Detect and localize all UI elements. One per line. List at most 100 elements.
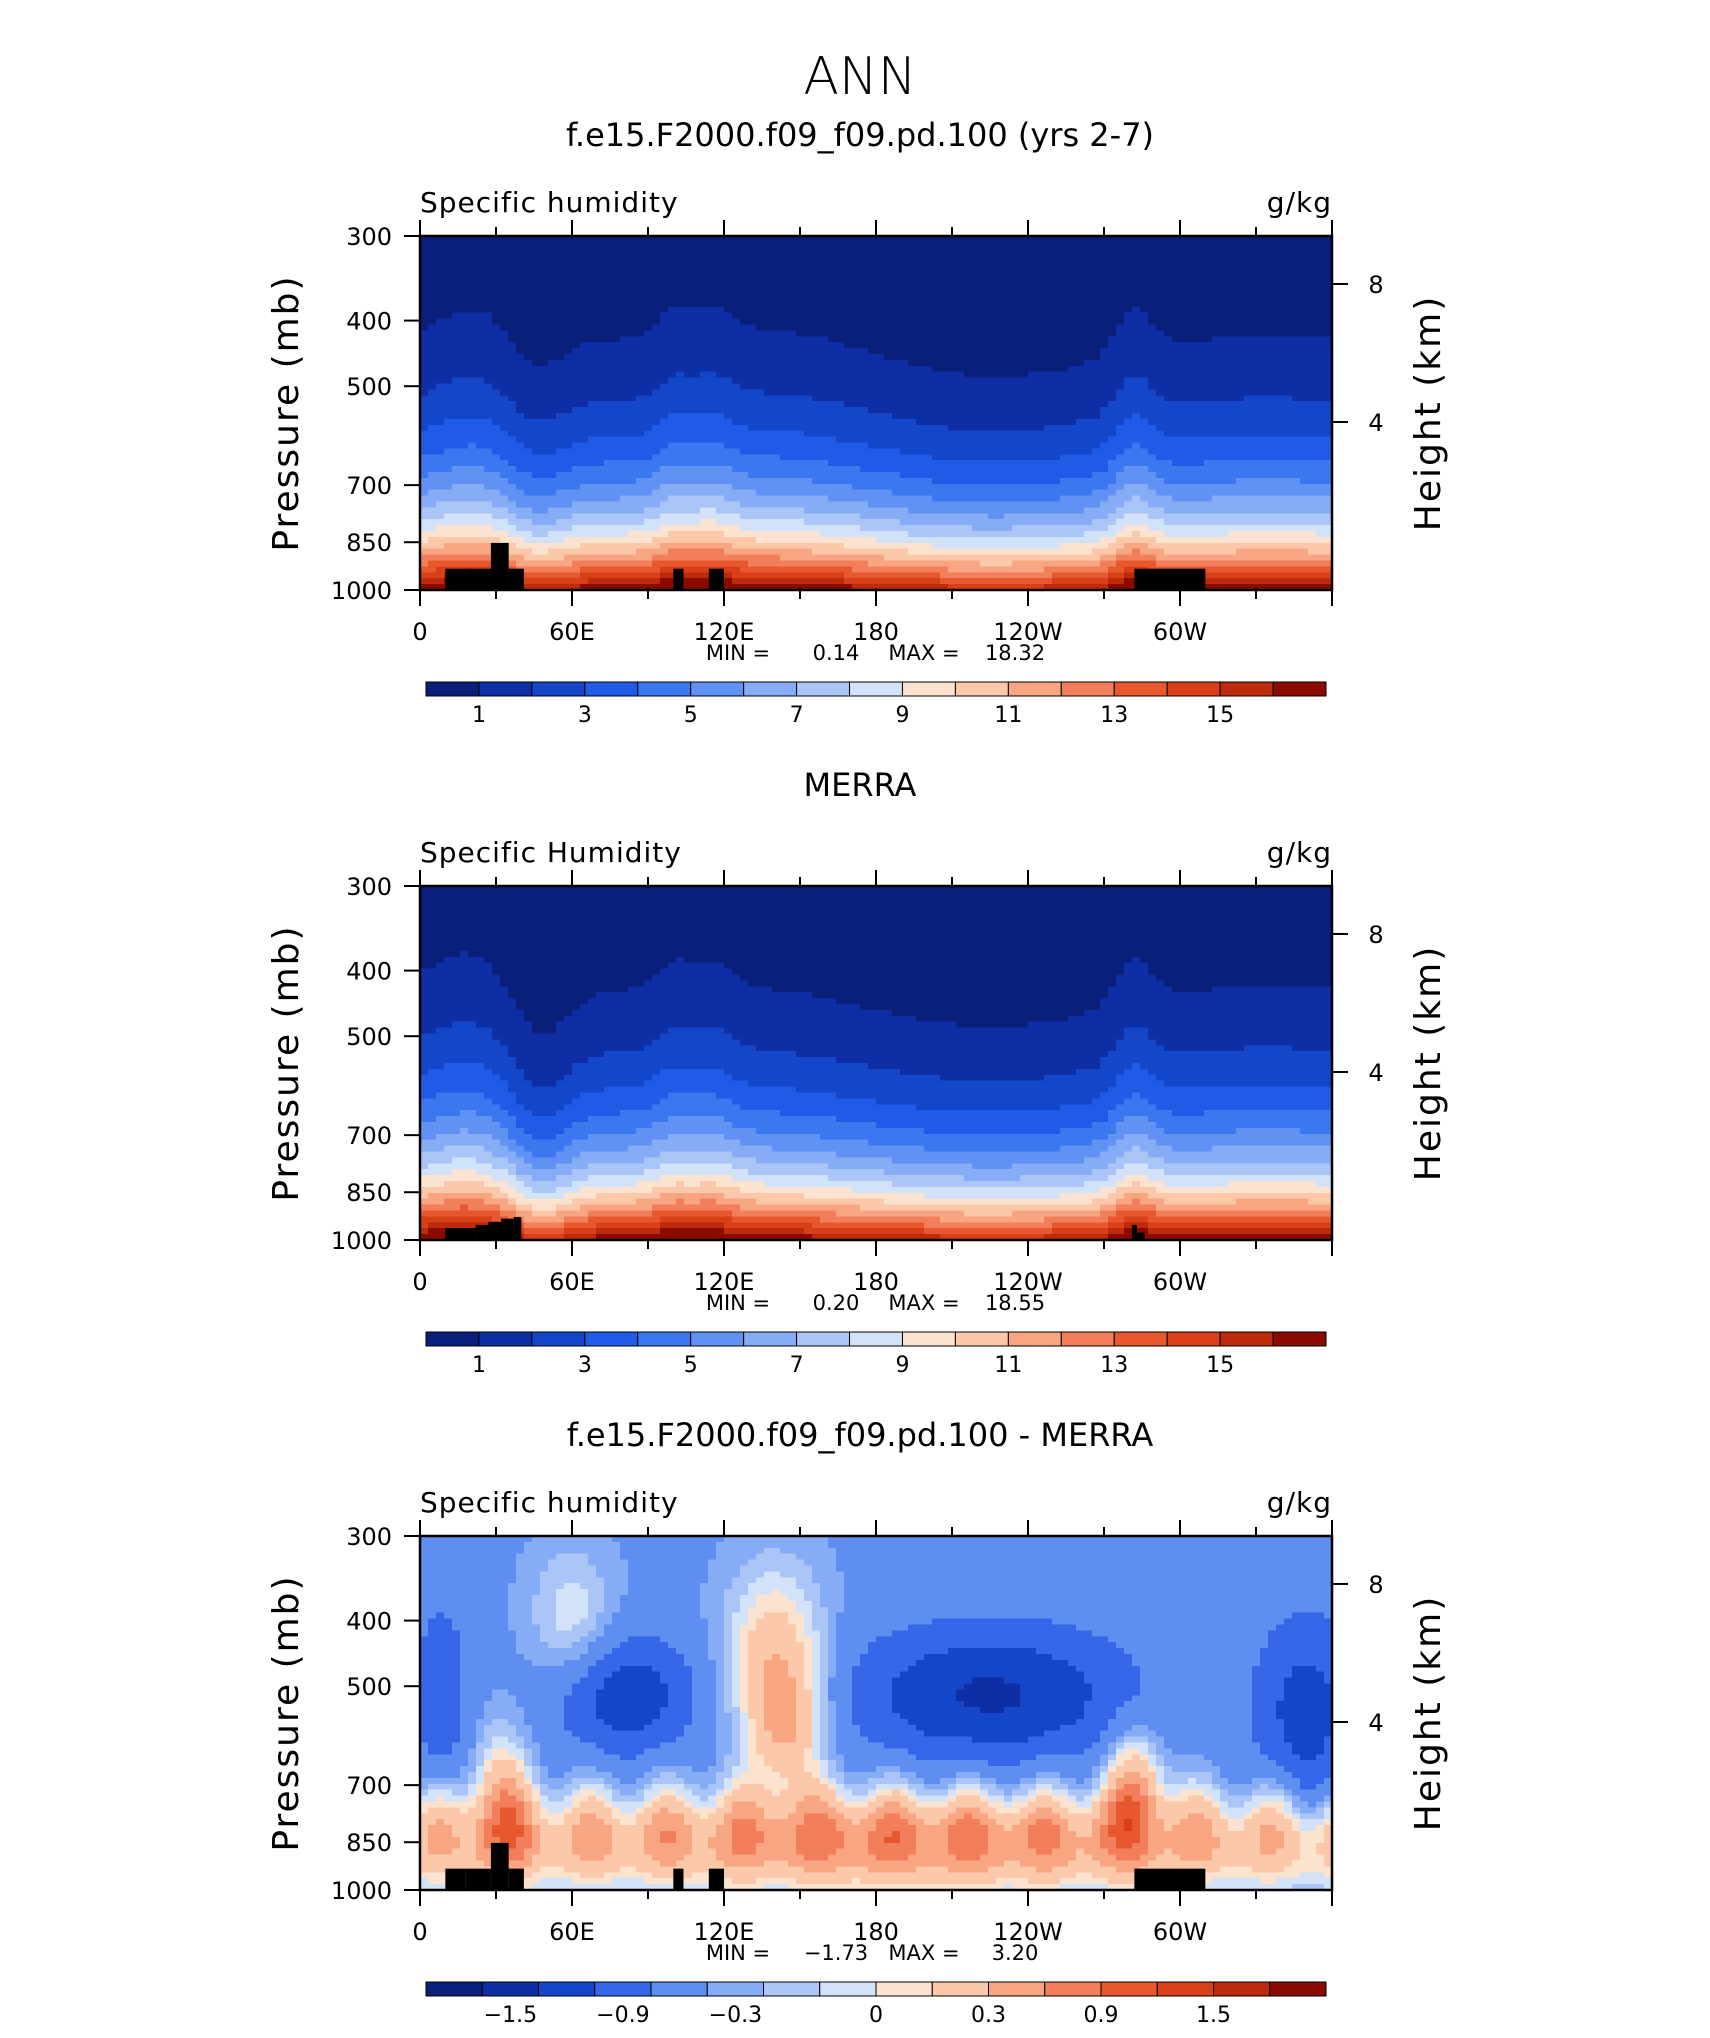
contour-cell bbox=[852, 384, 861, 391]
contour-cell bbox=[1172, 431, 1181, 438]
contour-cell bbox=[740, 490, 749, 497]
contour-cell bbox=[980, 330, 989, 337]
contour-cell bbox=[484, 389, 493, 396]
contour-cell bbox=[1180, 484, 1189, 491]
contour-cell bbox=[828, 395, 837, 402]
contour-cell bbox=[692, 289, 701, 296]
contour-cell bbox=[892, 484, 901, 491]
contour-cell bbox=[1180, 342, 1189, 349]
contour-cell bbox=[436, 313, 445, 320]
contour-cell bbox=[908, 395, 917, 402]
contour-cell bbox=[1156, 271, 1165, 278]
contour-cell bbox=[484, 484, 493, 491]
contour-cell bbox=[1100, 319, 1109, 326]
contour-cell bbox=[660, 242, 669, 249]
contour-cell bbox=[1292, 401, 1301, 408]
contour-cell bbox=[1204, 295, 1213, 302]
contour-cell bbox=[452, 354, 461, 361]
contour-cell bbox=[1028, 384, 1037, 391]
contour-cell bbox=[1204, 419, 1213, 426]
contour-cell bbox=[676, 248, 685, 255]
contour-cell bbox=[1156, 254, 1165, 261]
contour-cell bbox=[1148, 419, 1157, 426]
contour-cell bbox=[1172, 484, 1181, 491]
contour-cell bbox=[1212, 277, 1221, 284]
contour-cell bbox=[1316, 413, 1325, 420]
contour-cell bbox=[428, 354, 437, 361]
contour-cell bbox=[676, 354, 685, 361]
contour-cell bbox=[1244, 301, 1253, 308]
contour-cell bbox=[764, 260, 773, 267]
contour-cell bbox=[1244, 289, 1253, 296]
contour-cell bbox=[1116, 490, 1125, 497]
contour-cell bbox=[684, 283, 693, 290]
contour-cell bbox=[1228, 460, 1237, 467]
contour-cell bbox=[1188, 254, 1197, 261]
contour-cell bbox=[1052, 277, 1061, 284]
contour-cell bbox=[836, 419, 845, 426]
contour-cell bbox=[668, 336, 677, 343]
contour-cell bbox=[980, 460, 989, 467]
contour-cell bbox=[724, 466, 733, 473]
contour-cell bbox=[884, 460, 893, 467]
contour-cell bbox=[1004, 313, 1013, 320]
contour-cell bbox=[724, 460, 733, 467]
contour-cell bbox=[612, 295, 621, 302]
contour-cell bbox=[724, 342, 733, 349]
contour-cell bbox=[732, 301, 741, 308]
contour-cell bbox=[1228, 348, 1237, 355]
contour-cell bbox=[1012, 384, 1021, 391]
contour-cell bbox=[420, 490, 429, 497]
contour-cell bbox=[612, 460, 621, 467]
contour-cell bbox=[1028, 478, 1037, 485]
contour-cell bbox=[460, 260, 469, 267]
contour-cell bbox=[684, 266, 693, 273]
contour-cell bbox=[452, 425, 461, 432]
contour-cell bbox=[884, 342, 893, 349]
contour-cell bbox=[596, 448, 605, 455]
contour-cell bbox=[628, 254, 637, 261]
contour-cell bbox=[1276, 242, 1285, 249]
contour-cell bbox=[436, 413, 445, 420]
contour-cell bbox=[1204, 307, 1213, 314]
contour-cell bbox=[1020, 295, 1029, 302]
contour-cell bbox=[908, 478, 917, 485]
contour-cell bbox=[1228, 478, 1237, 485]
contour-cell bbox=[420, 260, 429, 267]
contour-cell bbox=[1236, 242, 1245, 249]
contour-cell bbox=[540, 325, 549, 332]
contour-cell bbox=[812, 260, 821, 267]
contour-cell bbox=[668, 289, 677, 296]
contour-cell bbox=[444, 301, 453, 308]
contour-cell bbox=[820, 301, 829, 308]
contour-cell bbox=[524, 301, 533, 308]
contour-cell bbox=[468, 277, 477, 284]
contour-cell bbox=[548, 289, 557, 296]
contour-cell bbox=[532, 384, 541, 391]
contour-cell bbox=[740, 266, 749, 273]
contour-cell bbox=[1180, 472, 1189, 479]
contour-cell bbox=[1188, 307, 1197, 314]
contour-cell bbox=[476, 301, 485, 308]
contour-cell bbox=[956, 472, 965, 479]
contour-cell bbox=[436, 372, 445, 379]
contour-cell bbox=[988, 360, 997, 367]
contour-cell bbox=[1236, 360, 1245, 367]
contour-cell bbox=[484, 401, 493, 408]
contour-cell bbox=[420, 425, 429, 432]
contour-cell bbox=[772, 372, 781, 379]
contour-cell bbox=[540, 425, 549, 432]
contour-cell bbox=[1004, 248, 1013, 255]
contour-cell bbox=[532, 313, 541, 320]
contour-cell bbox=[764, 254, 773, 261]
contour-cell bbox=[524, 384, 533, 391]
contour-cell bbox=[836, 366, 845, 373]
contour-cell bbox=[532, 478, 541, 485]
contour-cell bbox=[652, 277, 661, 284]
contour-cell bbox=[1068, 384, 1077, 391]
contour-cell bbox=[604, 242, 613, 249]
contour-cell bbox=[1140, 466, 1149, 473]
contour-cell bbox=[668, 372, 677, 379]
contour-cell bbox=[812, 472, 821, 479]
contour-cell bbox=[620, 260, 629, 267]
